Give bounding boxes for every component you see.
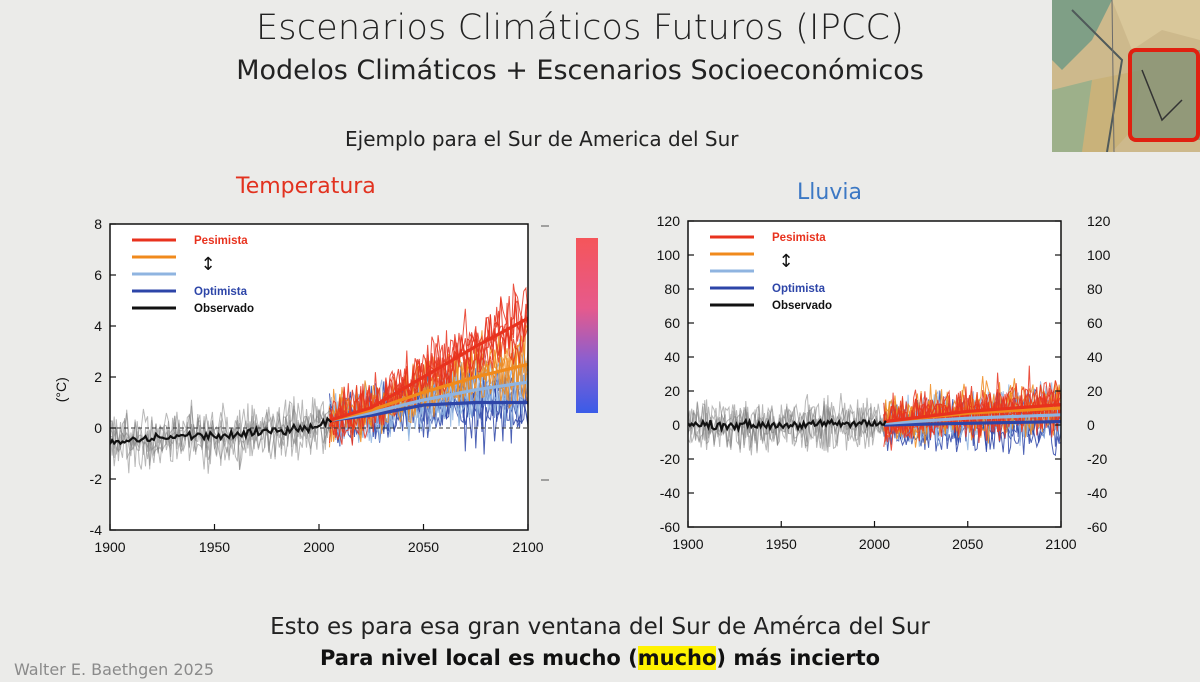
rain-ytick-label: 20	[664, 383, 680, 399]
rain-observed-line	[688, 417, 887, 434]
rain-ytick-label: 120	[657, 213, 681, 229]
temp-legend-label: Pesimista	[194, 235, 248, 247]
rain-xtick-label: 2050	[952, 536, 983, 552]
rain-series-group	[688, 365, 1061, 457]
temp-mean-optimista	[329, 400, 528, 422]
temperature-chart-title: Temperatura	[236, 174, 376, 199]
temp-legend-label: Optimista	[194, 286, 248, 298]
rain-mean-lightblue	[883, 413, 1061, 425]
rain-ytick-label: -20	[660, 451, 680, 467]
temp-xtick-label: 2100	[512, 539, 543, 555]
temp-historical-spread	[110, 399, 332, 474]
temp-series-group	[110, 283, 528, 474]
rain-mean-optimista	[883, 420, 1061, 427]
slide-subtitle: Modelos Climáticos + Escenarios Socioeco…	[236, 55, 924, 86]
scenario-colorbar	[576, 238, 598, 413]
rain-legend-arrow: ↕	[778, 251, 793, 272]
temp-legend-label: Observado	[194, 303, 254, 315]
rain-ytick-label-right: -40	[1087, 485, 1107, 501]
slide-title: Escenarios Climáticos Futuros (IPCC)	[255, 8, 905, 48]
temp-xtick-label: 2000	[303, 539, 334, 555]
temp-xtick-label: 1900	[94, 539, 125, 555]
rain-ytick-label: 40	[664, 349, 680, 365]
temp-historical-spread	[110, 399, 332, 467]
temp-xtick-label: 2050	[408, 539, 439, 555]
region-map-thumbnail	[1052, 0, 1200, 152]
temp-legend-arrow: ↕	[200, 254, 215, 275]
rain-legend-label: Optimista	[772, 283, 826, 295]
rain-ytick-label-right: 80	[1087, 281, 1103, 297]
temp-observed-line	[110, 416, 333, 446]
rain-ytick-label: 0	[672, 417, 680, 433]
rain-ytick-label: 80	[664, 281, 680, 297]
rain-xtick-label: 1900	[672, 536, 703, 552]
rain-xtick-label: 2000	[859, 536, 890, 552]
rain-ytick-label-right: 100	[1087, 247, 1111, 263]
rain-plot-area	[688, 221, 1061, 527]
footer-emphasis: Para nivel local es mucho (mucho) más in…	[0, 646, 1200, 670]
rain-ytick-label-right: -60	[1087, 519, 1107, 535]
rain-ytick-label-right: 120	[1087, 213, 1111, 229]
rain-xtick-label: 1950	[766, 536, 797, 552]
rain-ytick-label-right: -20	[1087, 451, 1107, 467]
temp-ytick-label: -2	[90, 471, 103, 487]
rain-xtick-label: 2100	[1045, 536, 1076, 552]
rain-legend-label: Observado	[772, 300, 832, 312]
rain-ensemble-pesimista	[883, 372, 1061, 443]
rain-ytick-label: 100	[657, 247, 681, 263]
temp-historical-spread	[110, 396, 332, 470]
temp-chart: -4 -2 0 2 4 6 8 1900 1950 2000 2050 2100 (°C) Pesimis…	[53, 216, 544, 555]
rain-ensemble-pesimista	[883, 391, 1061, 447]
temp-mean-lightblue	[329, 380, 528, 422]
temp-ensemble-lightblue	[329, 365, 528, 443]
rain-ytick-label: -40	[660, 485, 680, 501]
rain-mean-pesimista	[883, 403, 1061, 424]
rain-chart: -60 -60 -40 -40 -20 -20 0 0 20 20 40 40 60 60 80 80 100 1…	[657, 213, 1111, 552]
temp-xtick-label: 1950	[199, 539, 230, 555]
rain-ytick-label: -60	[660, 519, 680, 535]
rain-ytick-label-right: 60	[1087, 315, 1103, 331]
temp-ytick-label: 8	[94, 216, 102, 232]
temp-mean-pesimista	[329, 316, 528, 422]
footer-note: Esto es para esa gran ventana del Sur de…	[270, 614, 930, 640]
temp-ytick-label: 4	[94, 318, 102, 334]
footer-highlight: mucho	[637, 646, 717, 670]
temp-ylabel: (°C)	[53, 377, 69, 402]
footer-emphasis-pre: Para nivel local es mucho (	[319, 646, 638, 670]
temp-ensemble-pesimista	[329, 297, 528, 445]
temp-ytick-label: -4	[90, 522, 103, 538]
example-caption: Ejemplo para el Sur de America del Sur	[345, 127, 739, 151]
rain-ytick-label-right: 20	[1087, 383, 1103, 399]
rainfall-chart-title: Lluvia	[797, 180, 862, 205]
temp-ytick-label: 6	[94, 267, 102, 283]
rain-historical-spread	[688, 402, 887, 454]
rain-ytick-label: 60	[664, 315, 680, 331]
author-credit: Walter E. Baethgen 2025	[14, 660, 215, 679]
temp-ytick-label: 0	[94, 420, 102, 436]
footer-emphasis-post: ) más incierto	[716, 646, 881, 670]
rain-legend-label: Pesimista	[772, 232, 826, 244]
rain-historical-spread	[688, 404, 887, 451]
rain-ytick-label-right: 40	[1087, 349, 1103, 365]
rain-ytick-label-right: 0	[1087, 417, 1095, 433]
temp-ytick-label: 2	[94, 369, 102, 385]
rain-historical-spread	[688, 397, 887, 456]
